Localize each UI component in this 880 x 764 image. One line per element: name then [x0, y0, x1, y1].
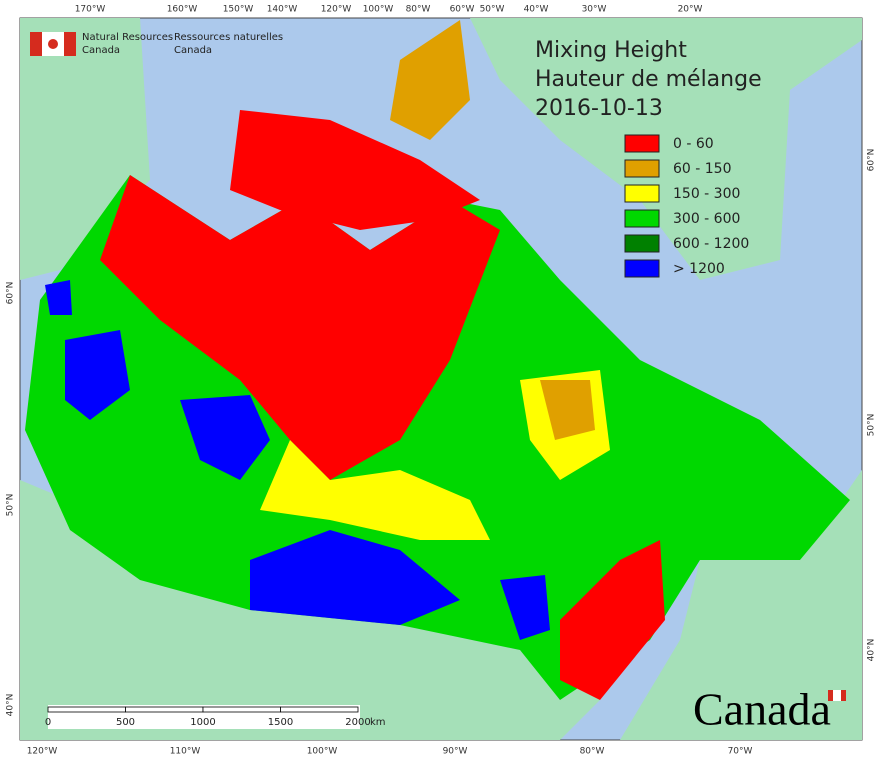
legend-label: 60 - 150: [673, 161, 732, 177]
legend-swatch: [624, 259, 660, 278]
legend-label: 300 - 600: [673, 211, 740, 227]
scale-unit: km: [370, 717, 386, 728]
top-label: 80°W: [406, 5, 431, 15]
right-label: 50°N: [867, 414, 877, 437]
basemap: [20, 18, 862, 740]
bottom-label: 90°W: [443, 747, 468, 757]
scale-segment: [280, 706, 359, 713]
scale-segment: [125, 706, 204, 713]
scale-label: 1000: [190, 717, 215, 728]
top-label: 160°W: [167, 5, 198, 15]
scale-label: 2000: [345, 717, 370, 728]
scale-label: 500: [116, 717, 135, 728]
legend-label: > 1200: [673, 261, 725, 277]
legend-swatch: [624, 234, 660, 253]
agency-en: Natural Resources: [82, 32, 173, 43]
right-label: 60°N: [867, 149, 877, 172]
title-line: Hauteur de mélange: [535, 67, 762, 92]
legend-swatch: [624, 184, 660, 203]
right-label: 40°N: [867, 639, 877, 662]
legend-swatch: [624, 209, 660, 228]
scale-label: 1500: [268, 717, 293, 728]
top-label: 100°W: [363, 5, 394, 15]
bottom-label: 100°W: [307, 747, 338, 757]
scale-segment: [202, 706, 281, 713]
top-label: 150°W: [223, 5, 254, 15]
left-label: 40°N: [6, 694, 16, 717]
top-label: 20°W: [678, 5, 703, 15]
wordmark-flag-center: [833, 690, 841, 701]
scale-segment: [47, 706, 126, 713]
flag-leaf: [48, 39, 58, 49]
agency-fr: Ressources naturelles: [174, 32, 283, 43]
top-label: 50°W: [480, 5, 505, 15]
top-label: 120°W: [321, 5, 352, 15]
legend-label: 0 - 60: [673, 136, 714, 152]
left-label: 50°N: [6, 494, 16, 517]
top-label: 170°W: [75, 5, 106, 15]
bottom-label: 110°W: [170, 747, 201, 757]
legend-label: 150 - 300: [673, 186, 740, 202]
flag-bar: [64, 32, 76, 56]
title-line: 2016-10-13: [535, 96, 663, 121]
left-label: 60°N: [6, 282, 16, 305]
top-label: 30°W: [582, 5, 607, 15]
top-label: 40°W: [524, 5, 549, 15]
scale-label: 0: [45, 717, 51, 728]
legend-swatch: [624, 159, 660, 178]
title-line: Mixing Height: [535, 38, 687, 63]
top-label: 60°W: [450, 5, 475, 15]
agency-en: Canada: [82, 45, 120, 56]
bottom-label: 120°W: [27, 747, 58, 757]
legend-swatch: [624, 134, 660, 153]
flag-bar: [30, 32, 42, 56]
bottom-label: 70°W: [728, 747, 753, 757]
top-label: 140°W: [267, 5, 298, 15]
legend-label: 600 - 1200: [673, 236, 749, 252]
agency-fr: Canada: [174, 45, 212, 56]
bottom-label: 80°W: [580, 747, 605, 757]
wordmark: Canada: [693, 684, 831, 735]
